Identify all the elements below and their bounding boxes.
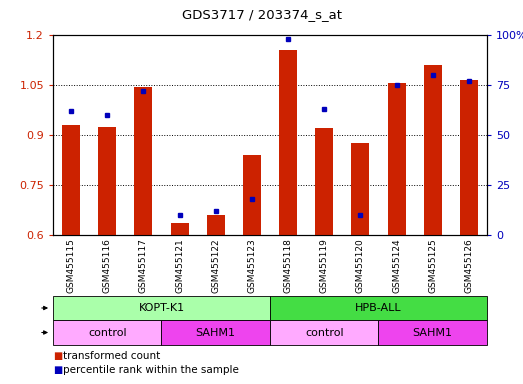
Text: GSM455118: GSM455118 xyxy=(283,238,292,293)
Text: ■: ■ xyxy=(53,351,62,361)
Bar xyxy=(315,128,333,235)
Text: GSM455117: GSM455117 xyxy=(139,238,148,293)
Text: GSM455116: GSM455116 xyxy=(103,238,112,293)
Bar xyxy=(379,320,487,345)
Text: HPB-ALL: HPB-ALL xyxy=(355,303,402,313)
Bar xyxy=(162,320,270,345)
Bar xyxy=(270,296,487,320)
Bar xyxy=(270,320,379,345)
Text: control: control xyxy=(88,328,127,338)
Text: ■: ■ xyxy=(53,365,62,375)
Text: KOPT-K1: KOPT-K1 xyxy=(139,303,185,313)
Bar xyxy=(243,155,261,235)
Text: transformed count: transformed count xyxy=(63,351,160,361)
Bar xyxy=(388,83,406,235)
Bar xyxy=(134,87,153,235)
Bar xyxy=(53,320,162,345)
Bar xyxy=(424,65,442,235)
Text: GSM455126: GSM455126 xyxy=(464,238,473,293)
Text: SAHM1: SAHM1 xyxy=(413,328,453,338)
Bar xyxy=(62,125,80,235)
Bar xyxy=(351,143,369,235)
Bar xyxy=(207,215,225,235)
Text: GSM455119: GSM455119 xyxy=(320,238,329,293)
Text: GSM455125: GSM455125 xyxy=(428,238,437,293)
Bar xyxy=(460,80,478,235)
Text: GSM455122: GSM455122 xyxy=(211,238,220,293)
Text: GSM455123: GSM455123 xyxy=(247,238,256,293)
Text: control: control xyxy=(305,328,344,338)
Bar xyxy=(53,296,270,320)
Bar xyxy=(170,223,189,235)
Text: GSM455120: GSM455120 xyxy=(356,238,365,293)
Text: GSM455115: GSM455115 xyxy=(66,238,76,293)
Bar xyxy=(279,50,297,235)
Text: GSM455124: GSM455124 xyxy=(392,238,401,293)
Text: percentile rank within the sample: percentile rank within the sample xyxy=(63,365,239,375)
Text: SAHM1: SAHM1 xyxy=(196,328,236,338)
Text: GSM455121: GSM455121 xyxy=(175,238,184,293)
Bar xyxy=(98,127,116,235)
Text: GDS3717 / 203374_s_at: GDS3717 / 203374_s_at xyxy=(181,8,342,21)
